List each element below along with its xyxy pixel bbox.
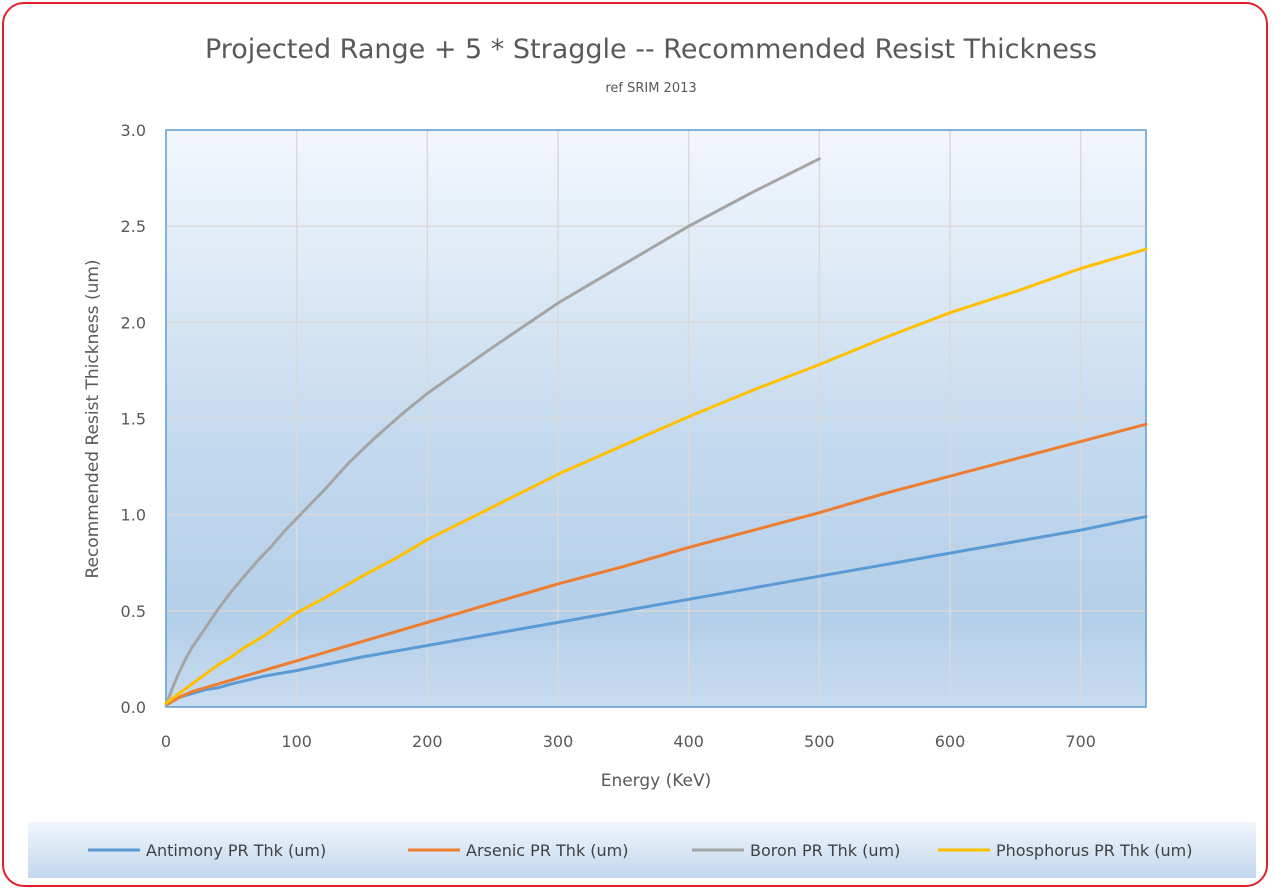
chart-subtitle: ref SRIM 2013 [605, 81, 696, 96]
y-tick-label: 1.0 [121, 506, 146, 525]
x-tick-label: 600 [935, 732, 966, 751]
y-tick-label: 1.5 [121, 410, 146, 429]
y-tick-label: 3.0 [121, 121, 146, 140]
legend-label: Arsenic PR Thk (um) [466, 841, 629, 860]
tick-labels: 0 100 200 300 400 500 600 700 0.0 0.5 1.0 1.5 2.0 2.5… [121, 121, 1096, 751]
y-tick-label: 0.0 [121, 698, 146, 717]
series-line-3 [164, 247, 1148, 705]
x-tick-label: 700 [1065, 732, 1096, 751]
series-line-0 [164, 515, 1148, 707]
x-tick-label: 400 [673, 732, 704, 751]
gridlines [166, 130, 1146, 707]
x-tick-label: 100 [281, 732, 312, 751]
x-axis-title: Energy (KeV) [601, 771, 712, 791]
x-tick-label: 500 [804, 732, 835, 751]
x-tick-label: 200 [412, 732, 443, 751]
legend: Antimony PR Thk (um) Arsenic PR Thk (um) B… [88, 841, 1192, 860]
x-tick-label: 300 [543, 732, 574, 751]
series-group [164, 157, 1148, 707]
x-tick-label: 0 [161, 732, 171, 751]
y-tick-label: 0.5 [121, 602, 146, 621]
chart-title: Projected Range + 5 * Straggle -- Recomm… [205, 34, 1097, 65]
plot-border [165, 129, 1147, 708]
legend-label: Boron PR Thk (um) [750, 841, 900, 860]
legend-label: Antimony PR Thk (um) [146, 841, 326, 860]
legend-box [28, 822, 1256, 878]
y-axis-title: Recommended Resist Thickness (um) [83, 259, 103, 578]
y-tick-label: 2.5 [121, 217, 146, 236]
y-tick-label: 2.0 [121, 313, 146, 332]
series-line-1 [164, 422, 1148, 707]
legend-label: Phosphorus PR Thk (um) [996, 841, 1192, 860]
series-line-2 [164, 157, 821, 707]
